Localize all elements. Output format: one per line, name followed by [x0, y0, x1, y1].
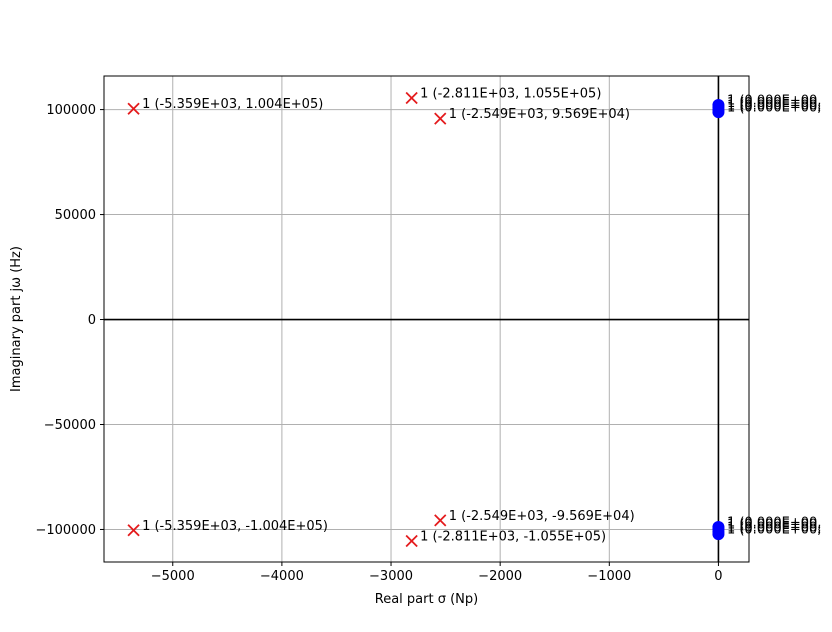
x-tick-label: 0 [714, 569, 722, 584]
zero-axes [104, 76, 749, 562]
point-annotations: 1 (-5.359E+03, 1.004E+05) 1 (-5.359E+03, … [142, 87, 821, 545]
point-label: 1 (0.000E+00, [727, 99, 821, 114]
pole-marker [127, 102, 140, 115]
pole-marker [405, 91, 418, 105]
x-axis-label: Real part σ (Np) [375, 592, 478, 607]
y-tick-label: −100000 [35, 523, 96, 538]
point-label: 1 (-5.359E+03, 1.004E+05) [142, 97, 323, 112]
point-label: 1 (0.000E+00, [727, 96, 821, 111]
y-tick-label: 50000 [55, 208, 96, 223]
zero-marker [712, 528, 725, 541]
pole-marker [405, 534, 418, 548]
pole-marker [127, 524, 140, 537]
point-label: 1 (-2.549E+03, -9.569E+04) [449, 509, 635, 524]
pole-marker [434, 514, 447, 527]
x-tick-label: −3000 [369, 569, 413, 584]
pole-marker [434, 112, 447, 125]
y-tick-label: 100000 [46, 103, 96, 118]
point-label: 1 (0.000E+00, [727, 515, 821, 530]
y-tick-label: 0 [88, 313, 96, 328]
x-tick-label: −1000 [587, 569, 631, 584]
x-tick-label: −4000 [260, 569, 304, 584]
plot-frame [103, 75, 750, 563]
x-tick-label: −2000 [478, 569, 522, 584]
y-tick-label: −50000 [44, 418, 96, 433]
point-label: 1 (0.000E+00, [727, 93, 821, 108]
x-tick-label: −5000 [151, 569, 195, 584]
data-points [127, 91, 725, 548]
point-label: 1 (0.000E+00, [727, 523, 821, 538]
point-label: 1 (0.000E+00, [727, 101, 821, 116]
point-label: 1 (0.000E+00, [727, 518, 821, 533]
zero-marker [712, 106, 725, 119]
axis-ticks: −5000 −4000 −3000 −2000 −1000 0 100000 50000 0 −5… [35, 103, 722, 584]
point-label: 1 (-2.549E+03, 9.569E+04) [449, 107, 630, 122]
point-label: 1 (-2.811E+03, -1.055E+05) [420, 530, 606, 545]
point-label: 1 (-5.359E+03, -1.004E+05) [142, 519, 328, 534]
point-label: 1 (-2.811E+03, 1.055E+05) [420, 87, 601, 102]
y-axis-label: Imaginary part jω (Hz) [9, 246, 24, 392]
point-label: 1 (0.000E+00, [727, 520, 821, 535]
